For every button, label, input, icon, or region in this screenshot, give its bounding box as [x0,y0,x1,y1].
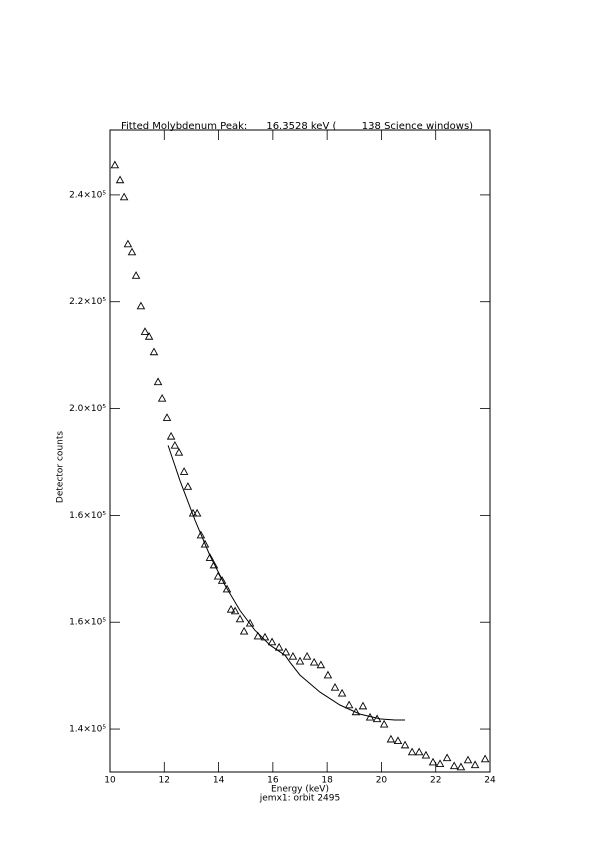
data-point [183,482,193,490]
data-point [463,755,473,764]
data-point [226,604,236,613]
data-point [323,670,333,679]
data-point [281,647,291,656]
data-point [149,347,159,356]
data-point [316,660,326,669]
data-point [302,651,312,660]
x-tick-label: 12 [159,776,170,786]
data-point [245,618,255,627]
fit-curve [167,445,405,721]
plot-frame [109,129,491,773]
y-tick-label: 1.6×10⁵ [69,511,106,521]
data-point [386,734,396,743]
data-point [330,682,340,691]
data-point [157,393,167,402]
x-tick-label: 24 [484,776,496,786]
data-point [344,700,354,709]
data-point [295,656,305,665]
data-point [400,740,410,749]
data-point [235,614,245,623]
data-point [421,750,431,759]
data-point [209,560,219,569]
data-point [358,701,368,710]
y-tick-label: 1.4×10⁵ [69,725,106,735]
data-point [179,467,189,475]
data-point [470,760,480,769]
data-point [260,632,270,641]
data-point [144,332,154,340]
data-point [428,757,438,766]
data-point [414,747,424,756]
chart-title: Fitted Molybdenum Peak: 16.3528 keV ( 13… [121,121,473,132]
data-point [309,657,319,666]
x-tick-label: 20 [376,776,388,786]
data-point [170,440,180,449]
data-point [288,651,298,660]
subtitle: jemx1: orbit 2495 [259,794,340,804]
data-point [153,377,163,386]
data-point [480,754,490,763]
data-point [407,747,417,756]
data-point [239,626,249,635]
data-point [200,539,210,548]
data-point [136,301,146,310]
x-axis-label: Energy (keV) [271,785,329,795]
x-tick-label: 16 [267,776,279,786]
data-point [174,447,184,456]
data-point [123,239,133,248]
data-point [166,431,176,440]
data-point [222,584,232,593]
data-point [442,753,452,762]
y-tick-label: 2.4×10⁵ [69,190,106,200]
y-tick-label: 1.6×10⁵ [69,618,106,628]
y-tick-label: 2.2×10⁵ [69,297,106,307]
data-point [274,642,284,651]
data-point [127,247,137,256]
x-tick-label: 10 [104,776,116,786]
data-point [115,175,125,184]
data-point [119,192,129,201]
data-point [196,530,206,539]
data-point [205,553,215,561]
y-axis-label: Detector counts [56,431,66,503]
data-point [192,508,202,517]
data-point [456,762,466,771]
data-point [140,327,150,335]
data-point [162,413,172,421]
data-point [110,160,120,169]
data-point [230,606,240,615]
data-point [131,271,141,279]
data-point [267,637,277,646]
data-point [435,759,445,768]
data-point [217,576,227,584]
x-tick-label: 14 [213,776,225,786]
data-point [449,761,459,770]
data-point [393,736,403,745]
data-point [253,631,263,640]
data-point [337,688,347,697]
x-tick-label: 18 [321,776,333,786]
y-tick-label: 2.0×10⁵ [69,404,106,414]
x-tick-label: 22 [430,776,441,786]
data-point [379,719,389,728]
